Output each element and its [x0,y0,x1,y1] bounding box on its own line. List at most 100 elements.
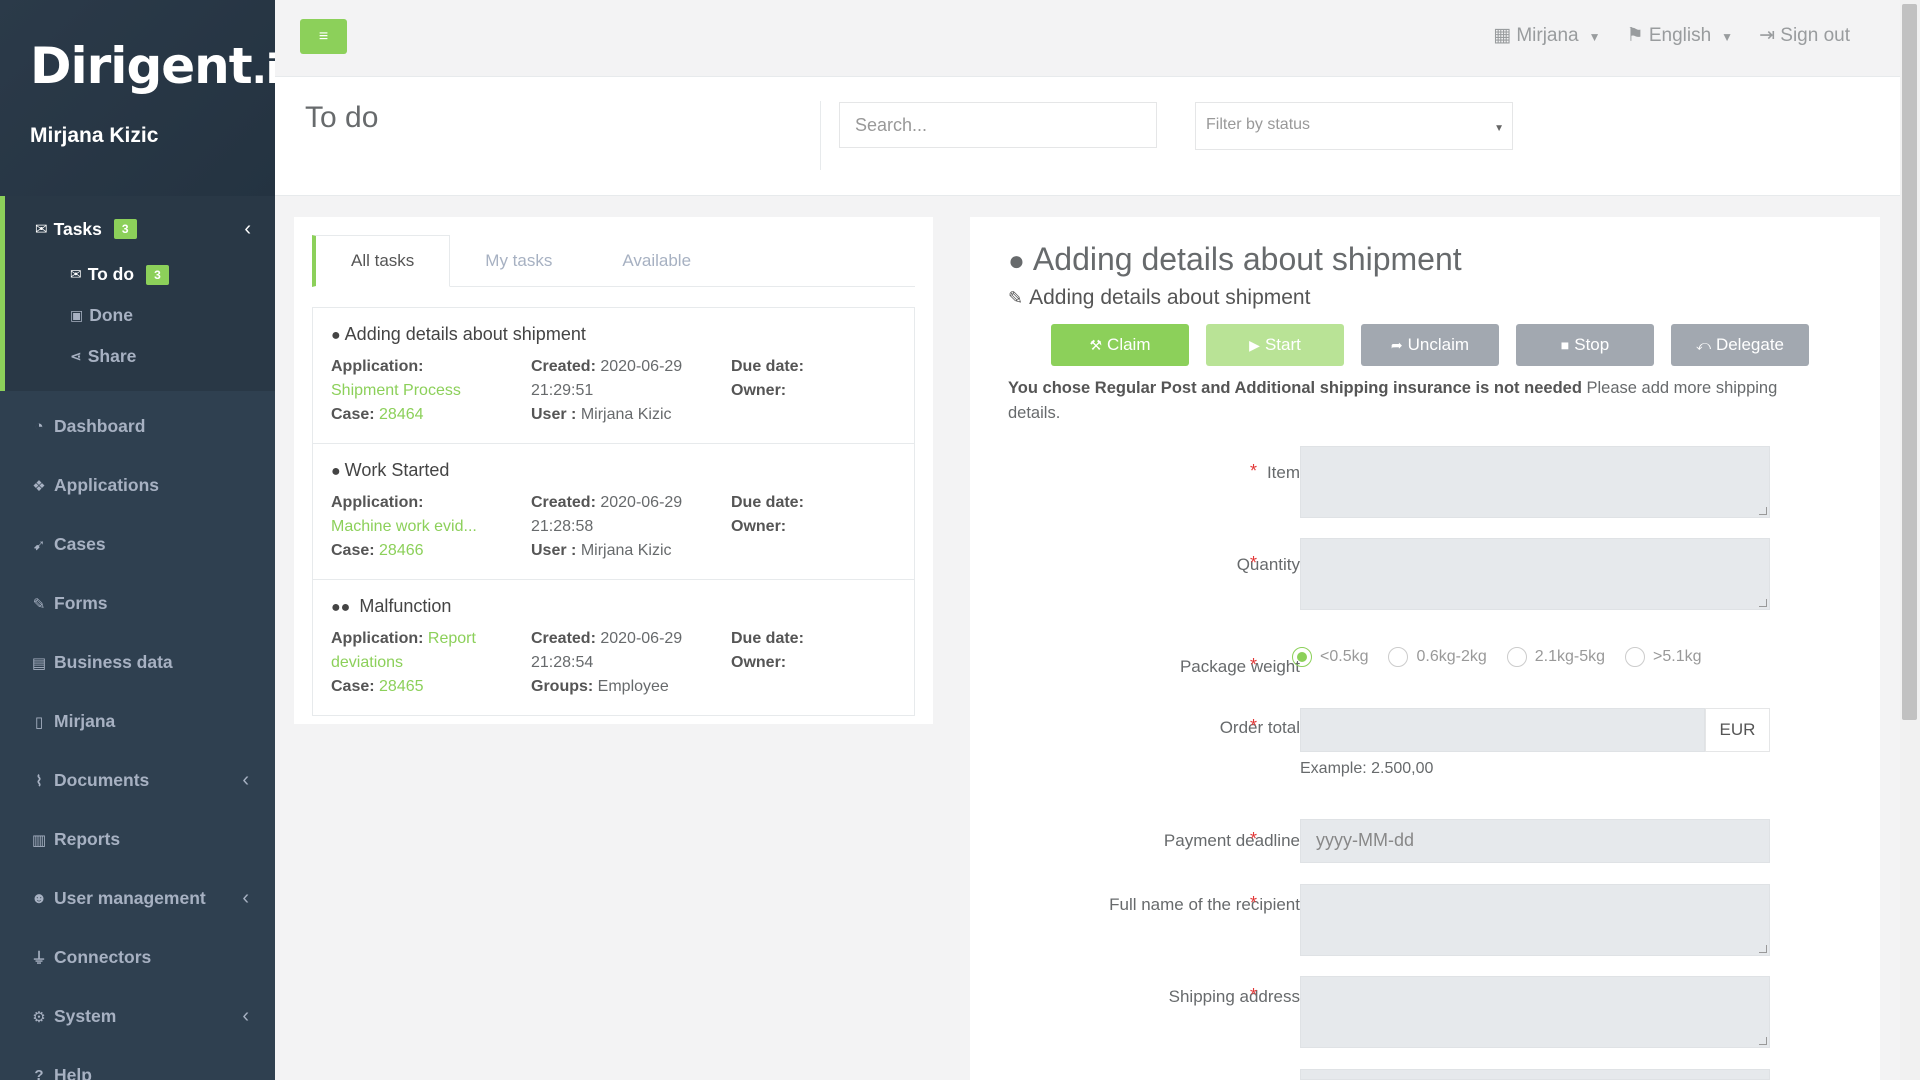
resize-handle[interactable] [1759,945,1767,953]
quantity-textarea[interactable] [1300,538,1770,610]
radio-unchecked[interactable] [1506,647,1527,667]
required-marker: * [1250,553,1258,573]
signout-icon: ⇥ [1759,25,1775,46]
item-textarea[interactable] [1300,446,1770,518]
sidebar-item-connectors[interactable]: ⏚ Connectors [31,947,152,967]
tasks-count-badge: 3 [113,219,137,239]
address-textarea[interactable] [1300,976,1770,1048]
cubes-icon: ❖ [32,477,46,495]
user-menu[interactable]: ▦ Mirjana ▼ [1493,25,1601,46]
signout-link[interactable]: ⇥ Sign out [1759,25,1850,46]
sidebar-item-reports[interactable]: ▥ Reports [31,829,121,849]
task-item[interactable]: ● Adding details about shipment Applicati… [313,308,914,444]
resize-handle[interactable] [1759,507,1767,515]
todo-count-badge: 3 [146,264,169,285]
application-link[interactable]: Report deviations [331,630,476,671]
detail-title: ● Adding details about shipment [1008,241,1462,277]
edit-icon: ✎ [1008,288,1024,308]
caret-down-icon: ▼ [1494,123,1504,134]
stop-button[interactable]: ■ Stop [1516,324,1654,366]
sidebar-item-cases[interactable]: ➹ Cases [0,515,275,574]
currency-addon: EUR [1705,708,1770,752]
dashboard-icon: ◔ [34,418,44,435]
case-link[interactable]: 28465 [379,678,424,695]
claim-button[interactable]: ⚒ Claim [1051,324,1189,366]
sidebar-item-dashboard[interactable]: ◔ Dashboard [0,397,275,456]
recipient-textarea[interactable] [1300,884,1770,956]
required-marker: * [1250,985,1258,1005]
sidebar-item-forms[interactable]: ✎ Forms [0,574,275,633]
deadline-input[interactable]: yyyy-MM-dd [1300,819,1770,863]
sidebar-item-applications[interactable]: ❖ Applications [0,456,275,515]
sidebar-item-documents[interactable]: ⌇ Documents ‹ [0,751,275,810]
resize-handle[interactable] [1759,599,1767,607]
order-total-hint: Example: 2.500,00 [1300,760,1434,777]
task-item[interactable]: ● Work Started Application: Machine work e… [313,444,914,580]
file-icon: ▯ [34,713,44,731]
topnav: ▦ Mirjana ▼ ⚑ English ▼ ⇥ Sign out [1493,24,1850,47]
order-total-label: Order total [1219,718,1300,737]
cogs-icon: ⚙ [32,1008,46,1026]
radio-checked[interactable] [1292,647,1312,667]
caret-down-icon: ▼ [1588,30,1601,44]
sidebar-item-business-data[interactable]: ▤ Business data [31,652,173,672]
radio-unchecked[interactable] [1625,647,1646,667]
weight-option[interactable]: >5.1kg [1625,647,1702,667]
weight-label: Package weight [1179,657,1300,676]
sidebar: Dirigent.io Mirjana Kizic ✉ Tasks 3 ‹ ✉ … [0,0,275,1080]
radio-unchecked[interactable] [1388,647,1409,667]
hamburger-icon: ≡ [318,27,329,45]
tab-my-tasks[interactable]: My tasks [485,250,553,270]
page-scrollbar[interactable] [1900,0,1920,1080]
question-icon: ? [34,1067,44,1080]
unclaim-button[interactable]: ➦ Unclaim [1361,324,1499,366]
sidebar-item-done[interactable]: ▣ Done [70,305,133,325]
sidebar-item-help[interactable]: ? Help [0,1046,275,1080]
user-icon: ● [1008,245,1025,276]
menu-toggle-button[interactable]: ≡ [300,19,347,54]
task-list: ● Adding details about shipment Applicati… [312,307,915,716]
order-total-input[interactable] [1300,708,1705,752]
search-input[interactable]: Search... [839,102,1157,148]
page-heading: To do Search... Filter by status ▼ [275,77,1900,196]
delegate-button[interactable]: ⤺ Delegate [1671,324,1809,366]
weight-option[interactable]: <0.5kg [1292,647,1368,667]
case-link[interactable]: 28466 [379,542,424,559]
share-icon: ➦ [1390,336,1403,353]
sidebar-header: Dirigent.io Mirjana Kizic [0,0,275,196]
recipient-label: Full name of the recipient [1109,895,1300,914]
tab-available[interactable]: Available [622,250,692,270]
start-button[interactable]: ▶ Start [1206,324,1344,366]
resize-handle[interactable] [1759,1037,1767,1045]
case-link[interactable]: 28464 [379,406,424,423]
sidebar-item-share[interactable]: ⋖ Share [70,346,137,366]
sidebar-item-todo[interactable]: ✉ To do 3 [5,254,275,295]
next-field[interactable] [1300,1069,1770,1080]
task-title: Malfunction [359,596,452,616]
weight-radio-group: <0.5kg 0.6kg-2kg 2.1kg-5kg >5.1kg [1292,647,1702,667]
tab-all-tasks[interactable]: All tasks [312,235,451,287]
task-item[interactable]: ●● Malfunction Application: Report devia… [331,596,804,695]
sidebar-item-mirjana[interactable]: ▯ Mirjana [0,692,275,751]
rocket-icon: ➹ [32,536,46,554]
sidebar-item-system[interactable]: ⚙ System ‹ [0,987,275,1046]
users-icon: ●● [331,599,351,616]
sidebar-item-tasks[interactable]: ✉ Tasks 3 ‹ [35,217,251,240]
application-link[interactable]: Shipment Process [331,382,461,399]
chevron-left-icon[interactable]: ‹ [244,217,251,240]
task-tabs: All tasks My tasks Available [312,235,915,287]
required-marker: * [1250,893,1258,913]
sidebar-item-user-management[interactable]: ☻ User management ‹ [31,887,249,909]
app-logo[interactable]: Dirigent.io [30,37,275,95]
quantity-label: Quantity [1236,555,1300,574]
scrollbar-thumb[interactable] [1902,4,1917,720]
language-menu[interactable]: ⚑ English ▼ [1626,25,1734,46]
weight-option[interactable]: 2.1kg-5kg [1506,647,1605,667]
application-link[interactable]: Machine work evid... [331,518,477,535]
paperclip-icon: ⌇ [35,772,43,790]
task-title: Adding details about shipment [344,324,586,344]
gavel-icon: ⚒ [1089,336,1103,353]
weight-option[interactable]: 0.6kg-2kg [1388,647,1487,667]
status-filter-select[interactable]: Filter by status ▼ [1195,102,1513,150]
action-buttons: ⚒ Claim ▶ Start ➦ Unclaim ■ Stop ⤺ Delegate [1051,324,1842,366]
